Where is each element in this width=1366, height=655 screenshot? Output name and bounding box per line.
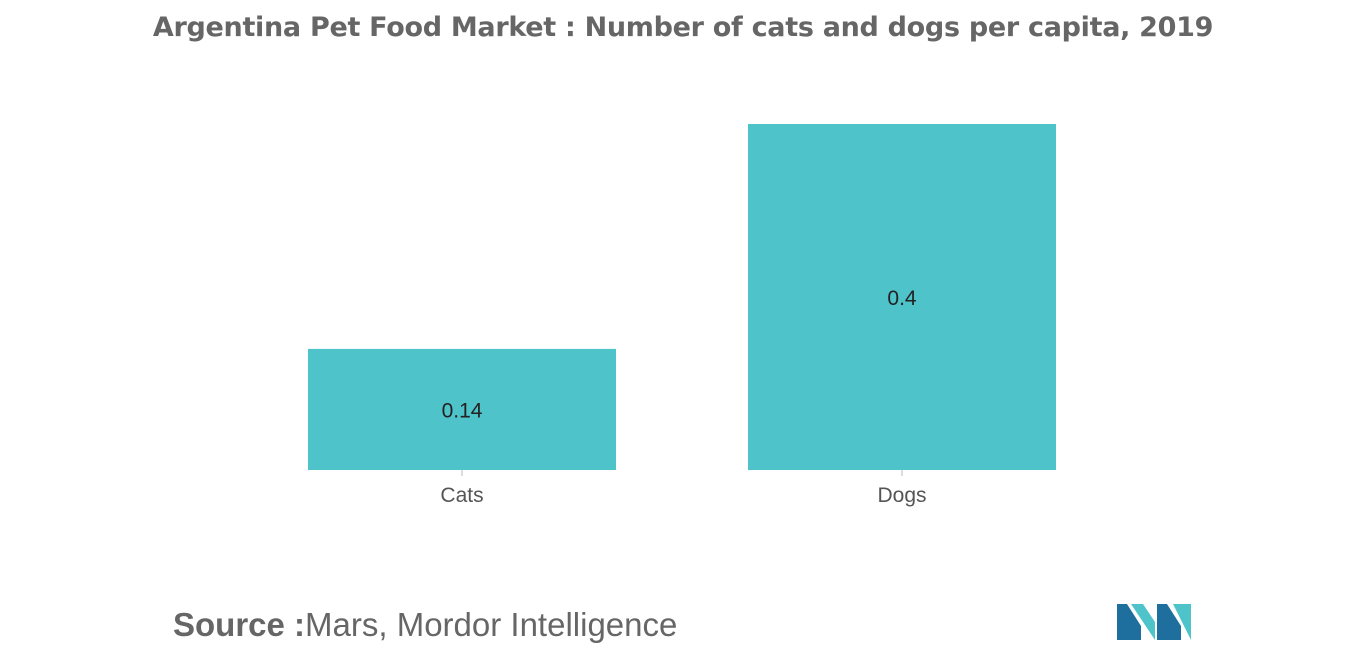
logo-right-shape — [1157, 604, 1181, 640]
chart-title: Argentina Pet Food Market : Number of ca… — [152, 12, 1214, 43]
x-label-dogs: Dogs — [877, 484, 926, 507]
bar-cats — [308, 348, 616, 470]
x-axis-labels: Cats Dogs — [440, 484, 926, 507]
mordor-intelligence-logo — [1117, 604, 1191, 640]
bar-dogs — [748, 124, 1056, 470]
data-label-dogs: 0.4 — [887, 287, 917, 310]
x-label-cats: Cats — [440, 484, 483, 507]
logo-corner-shape — [1173, 604, 1191, 640]
logo-mid-shape — [1131, 604, 1155, 640]
data-label-cats: 0.14 — [442, 399, 483, 422]
source-note: Source :Mars, Mordor Intelligence — [173, 606, 677, 644]
bars-group — [308, 124, 1056, 470]
data-labels: 0.14 0.4 — [442, 287, 917, 422]
x-axis-ticks — [461, 470, 903, 476]
source-text: Mars, Mordor Intelligence — [305, 606, 678, 643]
logo-left-shape — [1117, 604, 1141, 640]
source-label: Source : — [173, 606, 306, 643]
